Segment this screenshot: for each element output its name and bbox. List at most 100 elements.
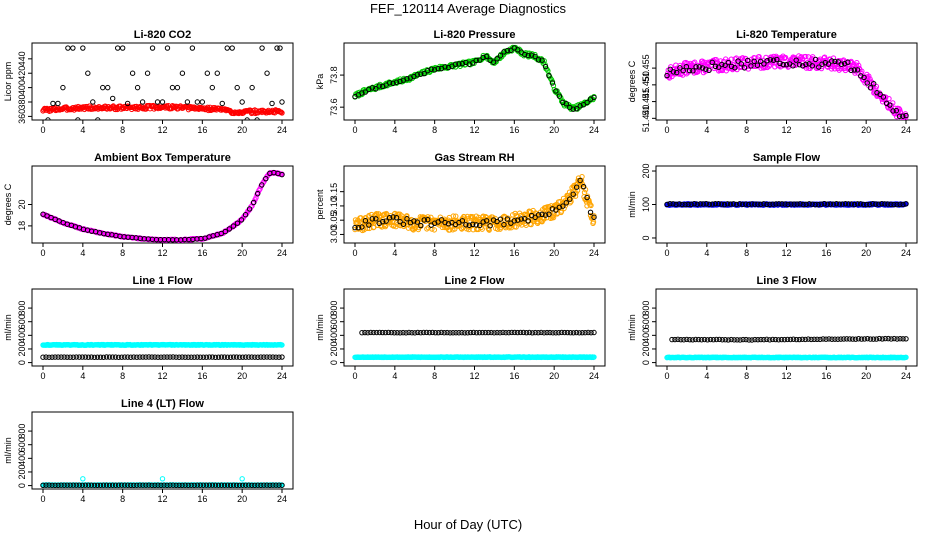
- data-point: [853, 62, 859, 68]
- data-point: [462, 330, 468, 336]
- data-point: [897, 336, 903, 342]
- data-point: [435, 329, 442, 336]
- y-tick-label: 400: [17, 328, 27, 343]
- data-point: [188, 482, 194, 488]
- data-point: [703, 201, 710, 207]
- x-tick-label: 0: [40, 371, 45, 381]
- data-point: [143, 354, 149, 360]
- data-point: [741, 65, 748, 71]
- data-point: [152, 354, 158, 360]
- data-point: [106, 482, 113, 488]
- data-point: [95, 117, 101, 120]
- x-tick-label: 8: [120, 125, 125, 135]
- data-point: [149, 45, 156, 51]
- x-tick-label: 16: [821, 248, 831, 258]
- data-point: [870, 201, 876, 207]
- data-point: [418, 222, 424, 229]
- data-point: [380, 219, 386, 225]
- data-point: [832, 58, 838, 65]
- data-point: [824, 201, 831, 207]
- y-tick-label: 0: [641, 360, 651, 365]
- data-point: [279, 482, 285, 488]
- data-point: [903, 336, 909, 342]
- data-point: [570, 330, 577, 336]
- data-point: [873, 201, 879, 207]
- y-axis-label: ml/min: [3, 314, 13, 341]
- data-point: [100, 482, 107, 488]
- data-point: [781, 336, 788, 343]
- data-point: [497, 216, 504, 222]
- data-point: [79, 354, 86, 360]
- data-point: [815, 201, 821, 208]
- data-point: [888, 201, 894, 208]
- data-point: [124, 100, 131, 107]
- data-point: [397, 78, 403, 85]
- y-tick-label: 51.440: [641, 105, 651, 133]
- data-point: [164, 482, 170, 489]
- data-points: [40, 476, 285, 489]
- y-axis-label: degrees C: [3, 183, 13, 225]
- data-point: [373, 86, 379, 92]
- data-point: [224, 45, 230, 51]
- data-point: [863, 201, 870, 208]
- x-tick-label: 16: [509, 371, 519, 381]
- data-point: [518, 216, 524, 222]
- y-tick-label: 400: [329, 328, 339, 343]
- data-point: [366, 212, 372, 219]
- data-point: [233, 354, 240, 360]
- data-point: [362, 89, 369, 95]
- data-point: [696, 64, 702, 70]
- data-point: [809, 63, 816, 69]
- data-point: [743, 336, 749, 343]
- data-point: [870, 336, 877, 342]
- data-point: [270, 482, 276, 488]
- data-point: [690, 337, 696, 343]
- data-point: [728, 336, 734, 343]
- data-point: [85, 482, 92, 488]
- data-point: [421, 70, 427, 77]
- data-point: [40, 354, 46, 360]
- data-point: [582, 329, 588, 336]
- data-point: [134, 354, 140, 360]
- x-tick-label: 8: [120, 248, 125, 258]
- data-point: [570, 191, 576, 197]
- data-point: [476, 329, 483, 336]
- data-point: [677, 65, 683, 71]
- chart-title: Ambient Box Temperature: [94, 152, 231, 164]
- data-point: [167, 354, 173, 360]
- data-point: [261, 354, 267, 360]
- x-tick-label: 16: [197, 248, 207, 258]
- data-point: [423, 329, 430, 336]
- data-point: [479, 329, 486, 336]
- data-point: [359, 330, 365, 336]
- data-point: [480, 54, 486, 61]
- y-tick-label: 800: [17, 301, 27, 316]
- data-point: [189, 45, 196, 51]
- data-point: [487, 223, 493, 229]
- y-tick-label: 20: [17, 199, 27, 209]
- data-point: [761, 336, 767, 343]
- y-tick-label: 600: [641, 314, 651, 329]
- data-point: [52, 482, 58, 489]
- data-point: [761, 201, 767, 207]
- data-point: [46, 482, 52, 488]
- x-tick-label: 4: [392, 248, 397, 258]
- data-point: [739, 201, 746, 207]
- data-point: [532, 329, 538, 336]
- data-point: [376, 83, 382, 89]
- data-point: [550, 330, 556, 336]
- data-point: [119, 45, 126, 51]
- data-point: [782, 54, 789, 61]
- data-point: [511, 218, 518, 224]
- data-point: [242, 482, 249, 488]
- data-point: [226, 226, 233, 232]
- data-point: [61, 482, 67, 488]
- data-point: [727, 201, 734, 207]
- y-tick-label: 51.450: [641, 71, 651, 99]
- y-tick-label: 440: [17, 51, 27, 66]
- data-point: [173, 482, 179, 488]
- data-point: [428, 66, 434, 72]
- data-point: [693, 64, 699, 70]
- data-point: [900, 113, 906, 119]
- y-axis-label: ml/min: [315, 314, 325, 341]
